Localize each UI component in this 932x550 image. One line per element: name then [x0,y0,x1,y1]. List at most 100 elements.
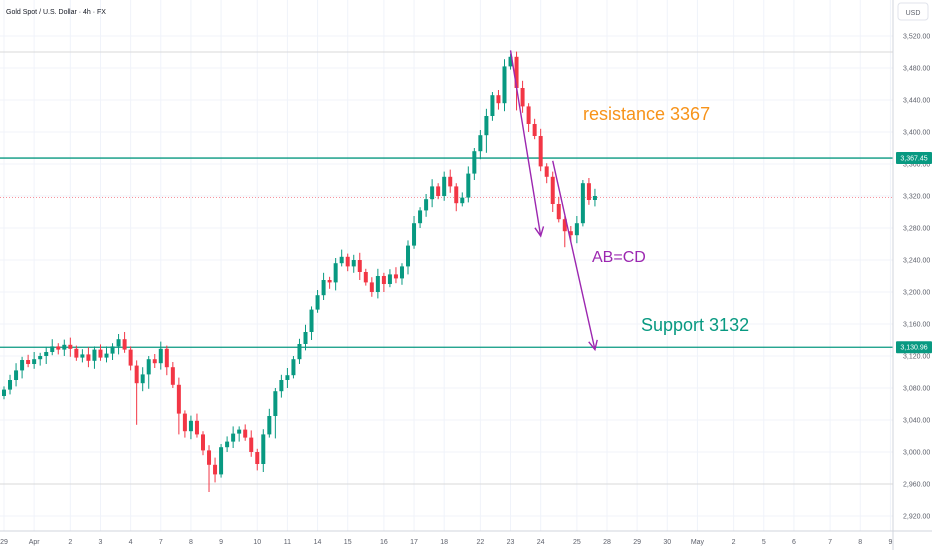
x-tick-label: 7 [828,539,832,546]
candle-body [237,429,242,434]
y-tick-label: 3,520.00 [903,34,930,41]
candle-body [2,389,6,396]
candle-body [508,56,513,67]
candle-body [514,56,519,88]
candle-body [56,346,61,350]
x-tick-label: 24 [537,539,545,546]
candle-body [357,260,362,272]
candle-body [562,219,567,232]
y-tick-label: 3,240.00 [903,258,930,265]
y-tick-label: 3,360.00 [903,162,930,169]
x-tick-label: 23 [507,539,515,546]
candle-body [502,66,507,104]
x-tick-label: 2 [732,539,736,546]
candle-body [544,166,549,177]
y-tick-label: 3,160.00 [903,322,930,329]
x-tick-label: 3 [99,539,103,546]
x-tick-label: 17 [410,539,418,546]
x-tick-label: 25 [573,539,581,546]
candle-body [146,359,151,375]
annotations: resistance 3367 AB=CD Support 3132 [583,104,749,335]
candle-body [14,370,19,380]
candle-body [32,359,37,364]
candle-body [430,186,435,200]
candle-body [321,280,326,296]
candle-body [104,353,109,358]
candle-body [68,344,73,349]
candle-body [484,116,489,136]
candle-body [176,384,181,414]
candle-body [50,346,55,352]
candle-body [200,434,205,451]
candle-body [213,464,218,475]
abcd-leg-ab [509,50,542,237]
candle-body [568,231,573,236]
candle-body [267,416,272,435]
candle-body [134,365,139,384]
x-tick-label: 7 [159,539,163,546]
candle-body [116,339,121,347]
candle-body [92,349,97,361]
y-tick-label: 3,400.00 [903,130,930,137]
x-tick-label: 9 [888,539,892,546]
candle-body [243,429,248,438]
x-tick-label: 5 [762,539,766,546]
candle-body [110,346,115,354]
x-tick-label: 4 [129,539,133,546]
candle-body [309,309,314,332]
candle-body [580,183,585,224]
candle-body [26,360,31,364]
candle-body [460,197,465,204]
x-tick-label: Apr [29,539,41,546]
candle-body [333,263,338,283]
candle-body [297,344,302,360]
candle-body [207,450,212,465]
currency-label: USD [906,10,921,17]
y-tick-label: 3,320.00 [903,194,930,201]
candle-body [188,420,193,432]
x-tick-label: 8 [189,539,193,546]
candle-body [74,348,79,358]
candle-body [387,274,392,284]
candle-body [20,360,25,371]
candle-body [152,359,157,364]
candle-body [526,106,531,124]
x-tick-label: 22 [476,539,484,546]
candle-body [466,173,471,198]
abcd-label: AB=CD [592,249,646,266]
candle-body [472,151,477,174]
y-tick-label: 3,280.00 [903,226,930,233]
candle-body [592,196,597,200]
support-label: Support 3132 [641,315,749,335]
candle-body [442,176,447,196]
x-tick-label: 6 [792,539,796,546]
x-tick-label: 30 [663,539,671,546]
y-tick-label: 3,080.00 [903,386,930,393]
candle-body [122,339,127,350]
y-tick-label: 3,120.00 [903,354,930,361]
candle-body [291,359,296,376]
candle-body [478,135,483,152]
y-tick-label: 3,000.00 [903,450,930,457]
candle-body [345,256,350,267]
price-label: 3,130.96 [900,345,927,352]
candle-body [255,452,260,464]
candle-body [538,136,543,167]
x-tick-label: 10 [253,539,261,546]
candle-body [412,223,417,246]
candle-body [436,186,441,196]
x-tick-label: 8 [858,539,862,546]
candle-body [219,447,224,475]
candle-body [550,176,555,204]
x-tick-label: 28 [603,539,611,546]
x-tick-label: 16 [380,539,388,546]
candle-body [44,352,49,356]
candle-body [424,199,429,211]
candle-body [249,437,254,452]
pattern-drawings [509,50,598,352]
candle-body [339,256,344,264]
candle-body [98,349,103,358]
currency-button[interactable]: USD [897,2,929,21]
x-tick-label: 15 [344,539,352,546]
